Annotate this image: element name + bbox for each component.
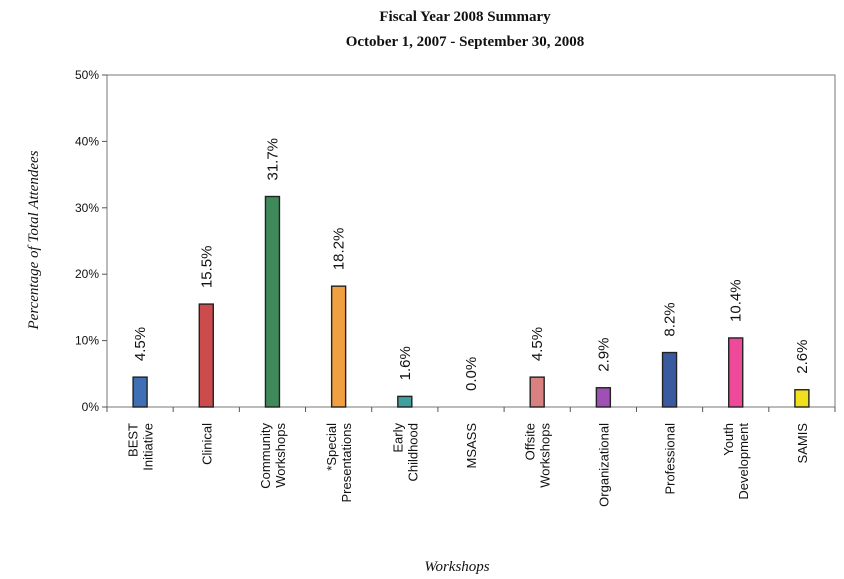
data-label: 2.6% xyxy=(794,340,811,374)
category-label: *Special xyxy=(324,423,339,471)
bar xyxy=(198,303,214,408)
bar xyxy=(397,395,413,408)
y-tick-label: 40% xyxy=(75,134,99,148)
bar xyxy=(330,285,347,408)
bar xyxy=(132,376,148,408)
data-label: 4.5% xyxy=(529,327,546,361)
category-label: BEST xyxy=(126,423,141,457)
category-label: Presentations xyxy=(339,423,354,503)
y-tick-label: 20% xyxy=(75,267,99,281)
chart-subtitle: October 1, 2007 - September 30, 2008 xyxy=(346,34,585,50)
bar xyxy=(794,389,810,408)
y-axis-title: Percentage of Total Attendees xyxy=(26,150,42,330)
category-label: Clinical xyxy=(199,423,214,465)
category-label: Youth xyxy=(721,423,736,456)
y-tick-label: 50% xyxy=(75,68,99,82)
bar xyxy=(529,376,545,408)
category-label: Childhood xyxy=(405,423,420,482)
data-label: 0.0% xyxy=(463,357,480,391)
category-label: Offsite xyxy=(523,423,538,460)
data-label: 2.9% xyxy=(595,338,612,372)
plot-frame xyxy=(106,74,836,408)
bar xyxy=(595,387,612,408)
category-label: Professional xyxy=(663,423,678,495)
category-label: Workshops xyxy=(273,423,288,488)
data-label: 31.7% xyxy=(264,138,281,181)
category-label: Initiative xyxy=(141,423,156,471)
category-label: Development xyxy=(736,423,751,500)
category-label: Community xyxy=(258,423,273,489)
category-label: MSASS xyxy=(464,423,479,469)
data-label: 1.6% xyxy=(397,346,414,380)
bar xyxy=(264,195,281,408)
category-label: Organizational xyxy=(596,423,611,507)
data-label: 15.5% xyxy=(198,246,215,289)
y-tick-label: 10% xyxy=(75,334,99,348)
bar xyxy=(728,337,744,408)
chart-title: Fiscal Year 2008 Summary xyxy=(379,9,551,25)
x-axis-title: Workshops xyxy=(424,559,489,575)
data-label: 8.2% xyxy=(662,302,679,336)
data-label: 10.4% xyxy=(728,279,745,322)
plot-area: 0% 10% 20% 30% 40% 50% 4.5% 15.5% 31.7% 18.2% 1.6%… xyxy=(75,68,836,507)
data-label: 4.5% xyxy=(132,327,149,361)
bar xyxy=(661,351,678,408)
y-tick-label: 30% xyxy=(75,201,99,215)
category-label: Early xyxy=(390,423,405,453)
data-label: 18.2% xyxy=(331,228,348,271)
y-tick-label: 0% xyxy=(82,400,100,414)
category-label: Workshops xyxy=(538,423,553,488)
category-label: SAMIS xyxy=(795,423,810,464)
